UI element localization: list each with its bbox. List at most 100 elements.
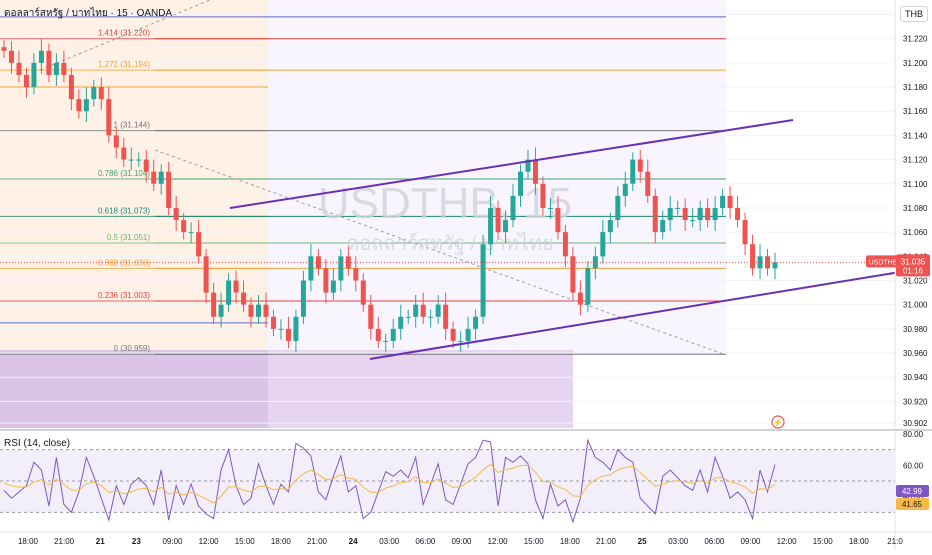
candle-body [76, 99, 82, 112]
fib-label: 0 (30.959) [114, 344, 151, 353]
fib-label: 0.618 (31.073) [98, 206, 150, 215]
candle-body [473, 316, 479, 329]
price-tick-label: 31.100 [903, 180, 928, 189]
current-symbol-tag [866, 255, 900, 268]
time-tick-label: 06:00 [704, 537, 725, 546]
candle-body [151, 171, 157, 184]
candle-body [547, 207, 553, 209]
candle-body [540, 183, 546, 208]
candle-body [712, 207, 718, 221]
candle-body [263, 304, 269, 317]
fib-label: 0.236 (31.003) [98, 291, 150, 300]
rsi-ma-line [3, 463, 776, 504]
candle-body [607, 220, 613, 233]
current-symbol-label: USDTHB [869, 259, 898, 266]
candle-body [720, 195, 726, 208]
price-tick-label: 30.980 [903, 325, 928, 334]
candle-body [241, 292, 247, 305]
price-tick-label: 31.020 [903, 276, 928, 285]
alert-icon-glyph: ⚡ [773, 417, 783, 427]
candle-body [420, 304, 426, 317]
candle-body [615, 195, 621, 221]
candle-body [270, 316, 276, 329]
time-tick-label: 24 [349, 537, 358, 546]
time-tick-label: 09:00 [740, 537, 761, 546]
price-tick-label: 31.000 [903, 301, 928, 310]
time-tick-label: 15:00 [235, 537, 256, 546]
currency-unit[interactable]: THB [900, 6, 928, 22]
range-box-left [0, 350, 268, 428]
candle-body [622, 183, 628, 196]
candle-body [443, 304, 449, 329]
candle-body [158, 171, 164, 184]
time-tick-label: 21 [96, 537, 105, 546]
candle-body [211, 292, 217, 317]
candle-body [488, 207, 494, 245]
countdown-label: 01:16 [903, 266, 924, 275]
rsi-title: RSI (14, close) [4, 438, 71, 449]
price-tick-label: 30.940 [903, 373, 928, 382]
candle-body [532, 159, 538, 184]
candle-body [682, 207, 688, 221]
rsi-tick-label: 60.00 [903, 461, 924, 470]
candle-body [226, 280, 232, 305]
candle-body [166, 171, 172, 208]
candle-body [278, 328, 284, 330]
candle-body [106, 99, 112, 136]
candle-body [188, 232, 194, 234]
rsi-ma-label: 41.65 [902, 500, 923, 509]
time-tick-label: 21:00 [307, 537, 328, 546]
alert-icon [771, 415, 785, 429]
candle-body [503, 220, 509, 233]
price-tick-label: 31.200 [903, 59, 928, 68]
channel-upper [229, 119, 794, 209]
candle-body [330, 280, 336, 293]
candle-body [53, 62, 59, 75]
watermark-symbol: USDTHB, 15 [318, 179, 572, 228]
candle-body [592, 256, 598, 269]
price-tick-label: 31.140 [903, 131, 928, 140]
time-tick-label: 06:00 [415, 537, 436, 546]
candle-body [697, 207, 703, 221]
candle-body [203, 256, 209, 293]
rsi-value-label: 42.99 [902, 487, 923, 496]
candle-body [360, 280, 366, 305]
candle-body [173, 207, 179, 221]
candle-body [525, 159, 531, 172]
candle-body [577, 292, 583, 305]
time-tick-label: 09:00 [162, 537, 183, 546]
candle-body [585, 268, 591, 305]
time-tick-label: 21:00 [54, 537, 75, 546]
candle-body [128, 159, 134, 161]
candle-body [495, 207, 501, 233]
fib-zone-right [268, 0, 726, 354]
candle-body [510, 195, 516, 221]
price-tick-label: 31.080 [903, 204, 928, 213]
candle-body [256, 304, 262, 317]
candle-body [398, 316, 404, 329]
time-tick-label: 12:00 [777, 537, 798, 546]
price-tick-label: 30.960 [903, 349, 928, 358]
candle-body [91, 87, 97, 100]
candle-body [405, 316, 411, 318]
current-price-tag [896, 254, 930, 277]
watermark-name: ดอลลาร์สหรัฐ / บาทไทย [346, 232, 553, 255]
candle-body [465, 328, 471, 341]
time-tick-label: 23 [132, 537, 141, 546]
candle-body [517, 171, 523, 196]
price-tick-label: 31.180 [903, 83, 928, 92]
candle-body [38, 50, 44, 63]
fib-label: 1 (31.144) [114, 121, 151, 130]
candle-body [750, 244, 756, 269]
candle-body [323, 268, 329, 293]
candle-body [600, 232, 606, 257]
price-tick-label: 30.902 [903, 419, 928, 428]
candle-body [353, 268, 359, 281]
candle-body [368, 304, 374, 329]
symbol-header[interactable]: ดอลลาร์สหรัฐ / บาทไทย · 15 · OANDA [4, 6, 176, 21]
candle-body [8, 50, 14, 63]
time-tick-label: 18:00 [849, 537, 870, 546]
fib-zone-upper [0, 0, 268, 354]
candle-body [300, 280, 306, 317]
